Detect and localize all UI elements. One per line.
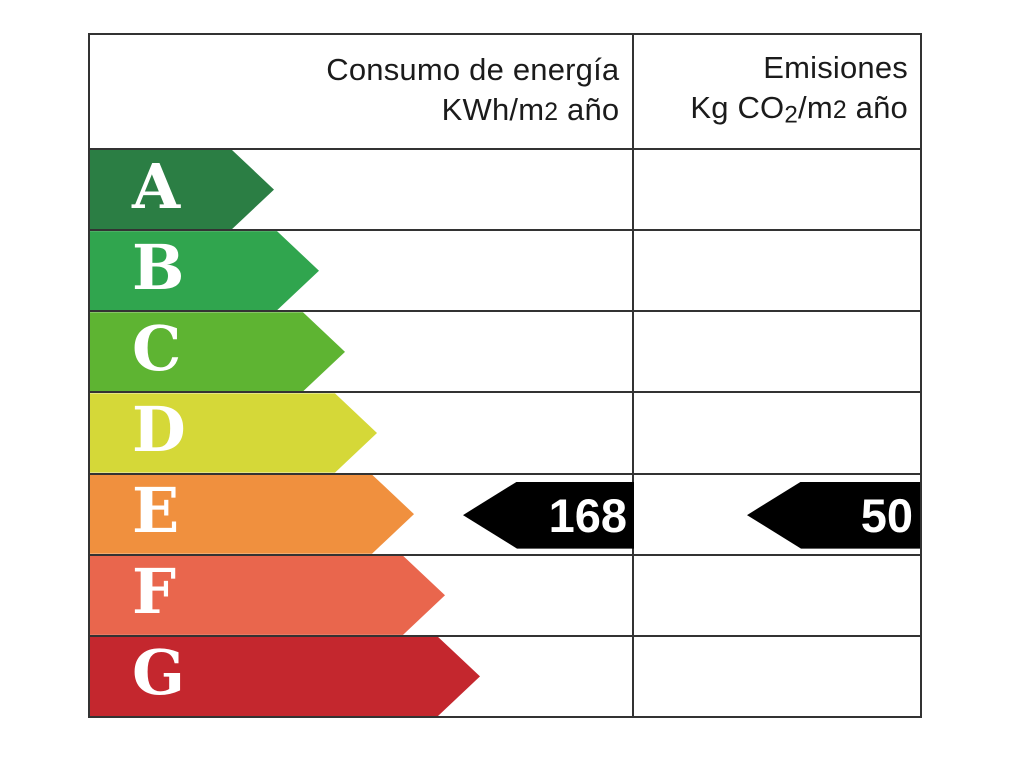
rating-row-f: F — [90, 553, 920, 635]
rating-arrow-e: E — [90, 475, 414, 554]
rating-letter-a: A — [132, 149, 181, 223]
rating-row-e: E 168 50 — [90, 472, 920, 554]
rating-arrow-g: G — [90, 637, 480, 716]
rating-letter-b: B — [132, 230, 185, 304]
emissions-indicator-arrow: 50 — [747, 481, 920, 549]
rating-arrow-a: A — [90, 150, 274, 229]
header-emissions: Emisiones Kg CO2/m2 año — [631, 35, 920, 148]
rating-row-g: G — [90, 634, 920, 716]
rating-row-c: C — [90, 310, 920, 391]
rating-arrow-d: D — [90, 393, 377, 472]
emissions-header-line2: Kg CO2/m2 año — [690, 89, 908, 129]
rating-arrow-b: B — [90, 231, 319, 310]
column-divider — [632, 35, 634, 716]
rating-table: Consumo de energía KWh/m2 año Emisiones … — [88, 33, 922, 718]
rating-row-a: A — [90, 148, 920, 229]
rating-letter-c: C — [132, 311, 182, 385]
energy-header-line1: Consumo de energía — [326, 52, 620, 87]
rating-letter-d: D — [132, 392, 186, 466]
energy-header-line2: KWh/m2 año — [441, 92, 620, 127]
rating-letter-f: F — [132, 555, 177, 629]
rating-row-b: B — [90, 229, 920, 310]
rating-arrow-f: F — [90, 556, 445, 635]
consumption-value: 168 — [548, 488, 627, 542]
consumption-indicator-arrow: 168 — [463, 481, 634, 549]
rating-letter-g: G — [132, 636, 185, 710]
rating-letter-e: E — [132, 474, 180, 548]
header-energy-consumption: Consumo de energía KWh/m2 año — [90, 35, 631, 148]
table-header: Consumo de energía KWh/m2 año Emisiones … — [90, 35, 920, 148]
rating-row-d: D — [90, 391, 920, 472]
rating-arrow-c: C — [90, 312, 345, 391]
emissions-header-line1: Emisiones — [763, 49, 908, 85]
emissions-value: 50 — [860, 488, 913, 542]
